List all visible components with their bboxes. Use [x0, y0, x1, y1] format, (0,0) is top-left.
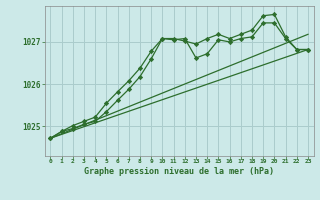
X-axis label: Graphe pression niveau de la mer (hPa): Graphe pression niveau de la mer (hPa)	[84, 167, 274, 176]
